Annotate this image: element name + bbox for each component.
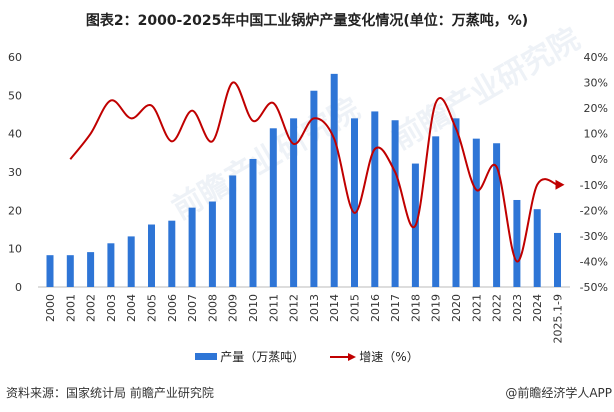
chart-title: 图表2：2000-2025年中国工业锅炉产量变化情况(单位：万蒸吨，%) — [85, 13, 529, 29]
x-tick: 2013 — [308, 294, 321, 322]
y-left-tick: 50 — [8, 89, 22, 102]
bar — [87, 252, 95, 287]
bar — [371, 111, 379, 287]
bar — [351, 118, 358, 287]
bar — [168, 220, 176, 287]
y-left-tick: 60 — [8, 51, 22, 64]
x-tick: 2010 — [247, 294, 260, 322]
x-tick: 2001 — [64, 294, 77, 322]
x-tick: 2019 — [430, 294, 443, 322]
bar — [188, 207, 196, 287]
y-right-tick: -50% — [580, 281, 608, 294]
x-tick: 2002 — [85, 294, 98, 322]
y-right-tick: -10% — [580, 179, 608, 192]
bar — [472, 138, 480, 287]
y-left-tick: 40 — [8, 128, 22, 141]
x-tick: 2017 — [389, 294, 402, 322]
x-tick: 2016 — [369, 294, 382, 322]
x-tick: 2006 — [166, 294, 179, 322]
bar — [46, 255, 54, 287]
bar — [513, 199, 521, 287]
line-arrowhead — [555, 179, 565, 190]
x-tick: 2020 — [450, 294, 463, 322]
y-right-tick: 20% — [584, 102, 608, 115]
y-right-tick: 40% — [584, 51, 608, 64]
y-right-tick: -40% — [580, 255, 608, 268]
bar — [107, 243, 115, 287]
source-note: 资料来源：国家统计局 前瞻产业研究院 — [6, 386, 214, 400]
x-tick: 2007 — [186, 294, 199, 322]
legend-bar-swatch — [195, 353, 218, 360]
x-tick: 2011 — [267, 294, 280, 322]
bar — [391, 120, 399, 287]
x-tick: 2023 — [511, 294, 524, 322]
legend-bar: 产量（万蒸吨） — [195, 348, 304, 365]
x-tick: 2018 — [409, 294, 422, 322]
legend-bar-label: 产量（万蒸吨） — [220, 350, 305, 364]
bar — [554, 232, 561, 287]
y-left-tick: 10 — [8, 243, 22, 256]
y-left-tick: 30 — [8, 166, 22, 179]
legend: 产量（万蒸吨） 增速（%） — [0, 348, 614, 365]
legend-line-label: 增速（%） — [359, 350, 419, 364]
x-tick: 2008 — [206, 294, 219, 322]
bar — [229, 175, 237, 287]
bar — [127, 236, 135, 287]
legend-arrow-icon — [330, 352, 357, 361]
y-right-tick: 30% — [584, 77, 608, 90]
y-left-tick: 20 — [8, 204, 22, 217]
growth-line — [69, 81, 558, 263]
x-tick: 2014 — [328, 294, 341, 322]
y-right-tick: -20% — [580, 204, 608, 217]
bar — [269, 128, 277, 287]
y-left-tick: 0 — [15, 281, 22, 294]
x-tick: 2004 — [125, 294, 138, 322]
x-tick: 2012 — [288, 294, 301, 322]
bar — [330, 73, 338, 287]
bar — [533, 209, 541, 287]
y-right-tick: -30% — [580, 230, 608, 243]
bar — [290, 118, 298, 287]
bar — [432, 136, 440, 287]
bar — [249, 158, 257, 287]
bar — [208, 201, 216, 287]
bar — [452, 118, 460, 287]
y-right-tick: 0% — [591, 153, 608, 166]
x-tick: 2021 — [470, 294, 483, 322]
x-tick: 2015 — [349, 294, 362, 322]
y-right-tick: 10% — [584, 128, 608, 141]
bar — [66, 255, 74, 287]
brand-label: @前瞻经济学人APP — [505, 386, 612, 400]
x-tick: 2009 — [227, 294, 240, 322]
x-tick: 2025.1-9 — [552, 294, 565, 343]
x-tick: 2003 — [105, 294, 118, 322]
bar — [493, 143, 501, 287]
bar — [310, 90, 318, 287]
x-tick: 2005 — [146, 294, 159, 322]
x-tick: 2022 — [491, 294, 504, 322]
bar — [148, 224, 155, 287]
watermark: 前瞻产业研究院 — [387, 22, 586, 157]
legend-line: 增速（%） — [330, 348, 419, 365]
x-tick: 2024 — [531, 294, 544, 322]
x-tick: 2000 — [44, 294, 57, 322]
